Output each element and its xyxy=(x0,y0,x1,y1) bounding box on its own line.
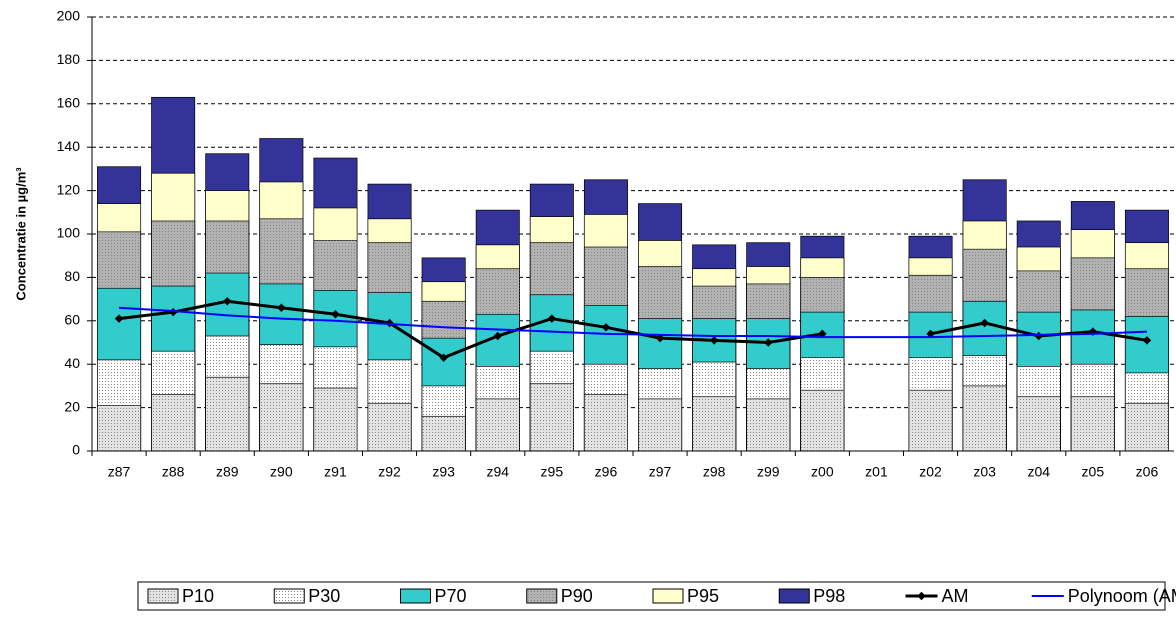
marker xyxy=(655,333,665,343)
legend-label: P30 xyxy=(308,586,340,606)
bar-pattern xyxy=(800,390,844,451)
x-tick-label: z93 xyxy=(432,464,455,480)
y-tick-label: 160 xyxy=(57,95,81,111)
x-tick-label: z05 xyxy=(1082,464,1105,480)
bar-pattern xyxy=(1017,396,1061,451)
legend-label: AM xyxy=(942,586,969,606)
y-tick-label: 60 xyxy=(64,312,80,328)
x-tick-label: z97 xyxy=(649,464,672,480)
bar-pattern xyxy=(530,383,574,451)
x-tick-label: z89 xyxy=(216,464,239,480)
x-tick-label: z88 xyxy=(162,464,185,480)
x-tick-label: z03 xyxy=(973,464,996,480)
legend-label: Polynoom (AM) xyxy=(1068,586,1176,606)
marker xyxy=(331,310,340,319)
x-tick-label: z87 xyxy=(108,464,131,480)
bar-pattern xyxy=(205,377,249,451)
x-tick-label: z01 xyxy=(865,464,888,480)
bar-pattern xyxy=(151,394,195,451)
marker xyxy=(1142,336,1152,345)
bar-pattern xyxy=(476,398,520,451)
legend-label: P70 xyxy=(435,586,467,606)
x-tick-label: z92 xyxy=(378,464,401,480)
x-tick-label: z04 xyxy=(1027,464,1050,480)
y-tick-label: 20 xyxy=(64,398,80,414)
x-tick-label: z96 xyxy=(595,464,618,480)
x-tick-label: z90 xyxy=(270,464,293,480)
marker xyxy=(980,318,989,328)
legend-swatch xyxy=(652,588,684,604)
y-tick-label: 40 xyxy=(64,355,80,371)
bar-pattern xyxy=(908,390,953,451)
legend-swatch xyxy=(400,588,431,604)
bar-pattern xyxy=(259,383,303,451)
bar-pattern xyxy=(422,416,466,451)
marker xyxy=(277,303,286,313)
y-tick-label: 0 xyxy=(72,442,80,458)
y-tick-label: 100 xyxy=(57,225,81,241)
legend-box xyxy=(137,581,1166,611)
bar-pattern xyxy=(746,398,790,451)
x-tick-label: z94 xyxy=(486,464,509,480)
marker xyxy=(926,329,935,339)
legend-marker xyxy=(917,591,926,601)
y-tick-label: 140 xyxy=(57,138,81,154)
bar-pattern xyxy=(584,394,628,451)
x-tick-label: z99 xyxy=(757,464,780,480)
marker xyxy=(709,336,719,345)
legend-pattern xyxy=(526,589,557,603)
marker xyxy=(223,297,232,306)
legend-pattern xyxy=(274,589,305,603)
marker xyxy=(764,338,773,347)
y-tick-label: 180 xyxy=(57,51,81,67)
bar-pattern xyxy=(963,385,1007,451)
y-tick-label: 200 xyxy=(57,8,81,24)
x-tick-label: z00 xyxy=(811,464,834,480)
y-axis-title: Concentratie in µg/m³ xyxy=(13,167,28,301)
x-tick-label: z02 xyxy=(919,464,942,480)
legend-label: P95 xyxy=(687,586,719,606)
y-tick-label: 120 xyxy=(57,181,81,197)
legend-label: P90 xyxy=(561,586,593,606)
marker xyxy=(601,323,611,332)
x-tick-label: z91 xyxy=(324,464,347,480)
marker xyxy=(439,353,448,362)
x-tick-label: z98 xyxy=(703,464,726,480)
bar-pattern xyxy=(97,405,141,451)
x-tick-label: z06 xyxy=(1136,464,1159,480)
line xyxy=(118,306,1147,339)
y-tick-label: 80 xyxy=(64,268,80,284)
bar-pattern xyxy=(692,396,736,451)
bar-pattern xyxy=(1125,403,1169,451)
x-tick-label: z95 xyxy=(541,464,564,480)
bar-pattern xyxy=(367,403,412,451)
bar-pattern xyxy=(638,398,682,451)
bar-pattern xyxy=(313,388,358,451)
marker xyxy=(547,314,557,323)
bar-pattern xyxy=(1071,396,1115,451)
legend-label: P98 xyxy=(813,586,845,606)
legend-label: P10 xyxy=(182,586,214,606)
marker xyxy=(493,331,502,341)
legend-swatch xyxy=(778,588,810,604)
legend-pattern xyxy=(148,589,178,603)
marker xyxy=(114,314,124,323)
marker xyxy=(818,329,827,339)
